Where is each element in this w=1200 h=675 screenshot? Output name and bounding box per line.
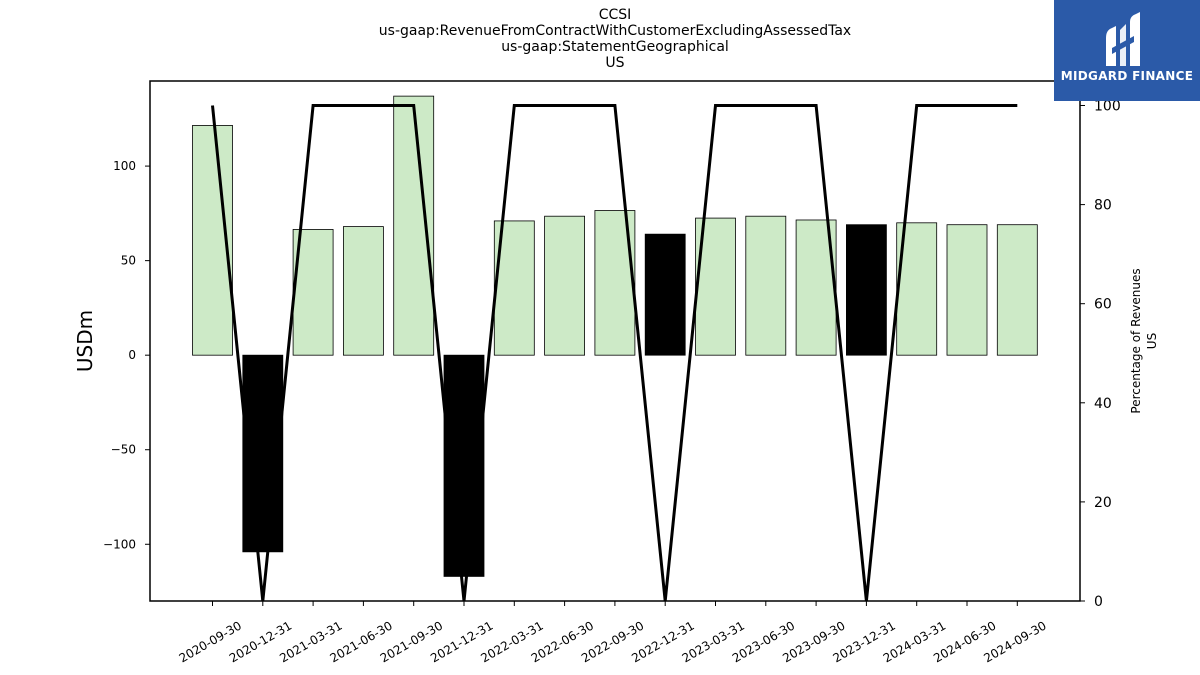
right-y-axis: 0 20 40 60 80 100 Percentage of Revenues US <box>1080 99 1159 610</box>
bar-2024-03-31 <box>896 222 938 356</box>
midgard-finance-logo: MIDGARD FINANCE <box>1054 0 1200 101</box>
bar-2024-06-30 <box>946 224 988 356</box>
bar-2023-06-30 <box>745 215 787 356</box>
right-tick-label: 80 <box>1094 198 1112 214</box>
bar-2021-06-30 <box>342 226 384 356</box>
percentage-line <box>211 104 1018 602</box>
chart-title-line-1: CCSI <box>598 7 632 23</box>
right-tick-label: 20 <box>1094 495 1112 511</box>
logo-text: MIDGARD FINANCE <box>1060 69 1194 83</box>
bar-series <box>192 95 1038 577</box>
right-tick-label: 100 <box>1094 99 1121 115</box>
x-axis: 2020-09-302020-12-312021-03-312021-06-30… <box>177 601 1049 665</box>
bar-2024-09-30 <box>996 224 1038 356</box>
right-axis-label: US <box>1145 333 1159 349</box>
midgard-logo-icon <box>1106 12 1140 66</box>
bar-2021-09-30 <box>393 95 435 356</box>
bar-2022-06-30 <box>544 215 585 356</box>
left-tick-label: 100 <box>113 159 136 173</box>
chart-title-line-4: US <box>605 55 625 71</box>
left-tick-label: −100 <box>103 537 136 551</box>
left-tick-label: 50 <box>121 254 136 268</box>
right-axis-label: Percentage of Revenues <box>1129 268 1143 413</box>
right-tick-label: 0 <box>1094 594 1103 610</box>
right-tick-label: 40 <box>1094 396 1112 412</box>
bar-2023-12-31 <box>846 224 887 356</box>
left-tick-label: 0 <box>128 348 136 362</box>
left-tick-label: −50 <box>111 443 136 457</box>
chart-title-line-2: us-gaap:RevenueFromContractWithCustomerE… <box>378 23 852 39</box>
right-tick-label: 60 <box>1094 297 1112 313</box>
bar-2020-12-31 <box>242 354 284 553</box>
chart-title-line-3: us-gaap:StatementGeographical <box>501 39 729 55</box>
left-axis-label: USDm <box>73 310 97 372</box>
left-y-axis: −100 −50 0 50 100 USDm <box>73 159 150 551</box>
bar-2022-12-31 <box>644 233 686 356</box>
